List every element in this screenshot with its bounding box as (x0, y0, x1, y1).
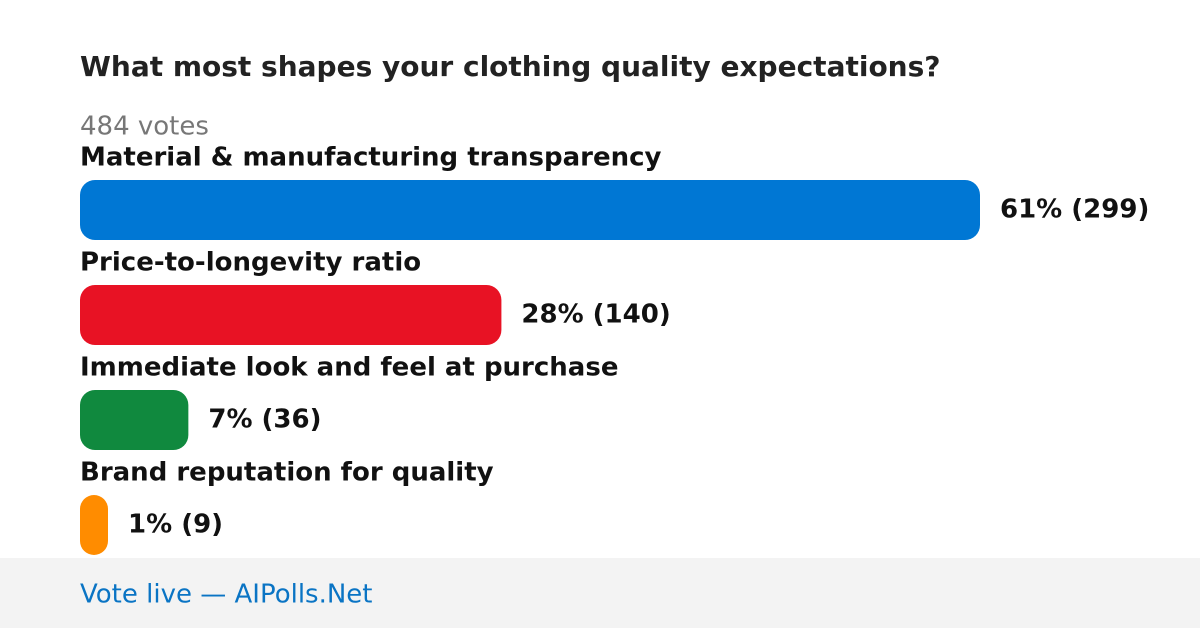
footer-link[interactable]: Vote live — AIPolls.Net (80, 580, 373, 610)
bar (80, 390, 189, 450)
bar (80, 495, 108, 555)
bar (80, 285, 502, 345)
poll-title: What most shapes your clothing quality e… (80, 50, 941, 83)
option-label: Material & manufacturing transparency (80, 143, 662, 173)
footer-band (0, 558, 1200, 628)
bar (80, 180, 980, 240)
option-label: Price-to-longevity ratio (80, 248, 421, 278)
option-label: Immediate look and feel at purchase (80, 353, 618, 383)
option-label: Brand reputation for quality (80, 458, 494, 488)
value-label: 1% (9) (128, 510, 223, 540)
vote-count: 484 votes (80, 112, 209, 142)
value-label: 7% (36) (208, 405, 321, 435)
value-label: 61% (299) (1000, 195, 1149, 225)
value-label: 28% (140) (521, 300, 670, 330)
